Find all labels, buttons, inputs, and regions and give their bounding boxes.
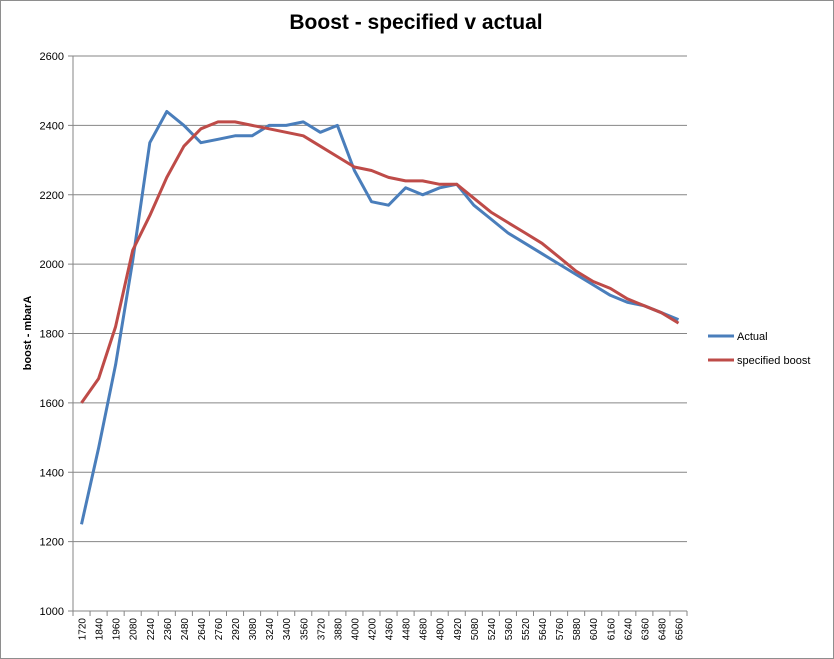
gridlines (68, 55, 688, 616)
x-tick-label: 3080 (248, 618, 259, 641)
x-tick-label: 4360 (385, 618, 396, 641)
x-tick-label: 2240 (146, 618, 157, 641)
y-tick-label: 2200 (40, 190, 64, 202)
y-tick-label: 1600 (40, 398, 64, 410)
x-tick-label: 3400 (282, 618, 293, 641)
y-axis-label: boost - mbarA (22, 296, 34, 371)
x-tick-label: 5240 (487, 618, 498, 641)
x-tick-label: 2640 (197, 618, 208, 641)
x-tick-label: 2760 (214, 618, 225, 641)
x-tick-label: 4680 (419, 618, 430, 641)
x-tick-label: 2360 (163, 618, 174, 641)
x-tick-label: 4480 (402, 618, 413, 641)
y-tick-label: 1800 (40, 329, 64, 341)
x-tick-label: 2920 (231, 618, 242, 641)
x-tick-label: 1840 (95, 618, 106, 641)
y-axis-ticks: 1000 1200 1400 1600 1800 2000 2200 2400 2600 (40, 51, 64, 618)
x-tick-label: 3240 (265, 618, 276, 641)
x-tick-label: 5640 (538, 618, 549, 641)
x-tick-label: 4000 (350, 618, 361, 641)
x-tick-label: 6240 (623, 618, 634, 641)
x-tick-label: 6480 (657, 618, 668, 641)
series-lines (80, 110, 680, 525)
x-tick-label: 3880 (333, 618, 344, 641)
y-tick-label: 1200 (40, 537, 64, 549)
x-tick-label: 6360 (640, 618, 651, 641)
y-tick-label: 1000 (40, 606, 64, 618)
legend-label-actual: Actual (737, 331, 768, 343)
y-tick-label: 2400 (40, 120, 64, 132)
x-tick-label: 3560 (299, 618, 310, 641)
x-tick-label: 1960 (112, 618, 123, 641)
x-tick-label: 5360 (504, 618, 515, 641)
x-tick-label: 1720 (78, 618, 89, 641)
series-line-actual (80, 110, 680, 525)
x-axis-ticks: 1720 1840 1960 2080 2240 2360 2480 2640 2760 2920… (78, 618, 686, 641)
series-line-specified-boost (80, 120, 680, 404)
x-tick-label: 2080 (129, 618, 140, 641)
x-tick-label: 4200 (367, 618, 378, 641)
y-tick-label: 2600 (40, 51, 64, 63)
x-tick-label: 6560 (674, 618, 685, 641)
y-tick-label: 2000 (40, 259, 64, 271)
x-tick-label: 3720 (316, 618, 327, 641)
legend: Actual specified boost (708, 331, 810, 367)
x-tick-label: 6040 (589, 618, 600, 641)
x-tick-label: 4920 (453, 618, 464, 641)
x-tick-label: 6160 (606, 618, 617, 641)
x-tick-label: 5520 (521, 618, 532, 641)
x-tick-label: 5880 (572, 618, 583, 641)
x-tick-label: 5080 (470, 618, 481, 641)
x-tick-label: 2480 (180, 618, 191, 641)
chart-title: Boost - specified v actual (289, 11, 543, 34)
x-tick-label: 4800 (436, 618, 447, 641)
y-tick-label: 1400 (40, 467, 64, 479)
legend-label-specified-boost: specified boost (737, 355, 810, 367)
x-tick-label: 5760 (555, 618, 566, 641)
